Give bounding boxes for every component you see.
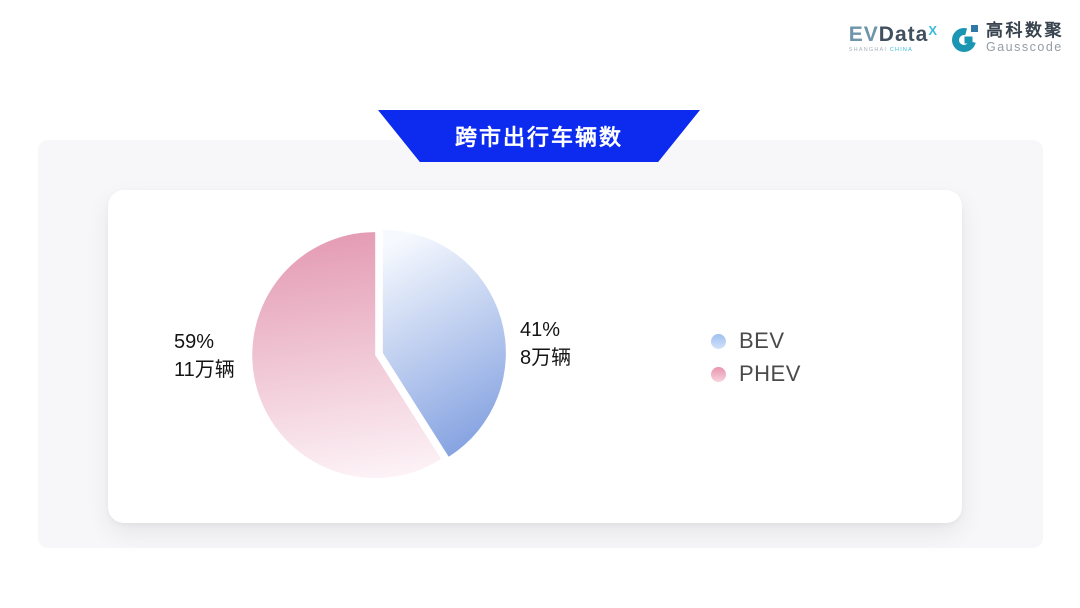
chart-title-banner: 跨市出行车辆数 bbox=[378, 110, 700, 162]
phev-slice-label: 59% 11万辆 bbox=[174, 328, 235, 384]
bev-legend-dot-icon bbox=[711, 333, 726, 349]
legend: BEV PHEV bbox=[711, 328, 801, 387]
phev-legend-label: PHEV bbox=[739, 361, 801, 386]
phev-legend-dot-icon bbox=[711, 366, 726, 382]
gausscode-name-cn: 高科数聚 bbox=[986, 21, 1064, 40]
gausscode-text: 高科数聚 Gausscode bbox=[986, 21, 1064, 55]
logo-bar: EVDataX SHANGHAI CHINA 高科数聚 Gausscode bbox=[849, 22, 1064, 55]
pie-slice-phev[interactable] bbox=[252, 232, 442, 479]
bev-slice-label: 41% 8万辆 bbox=[520, 316, 571, 372]
chart-card: 59% 11万辆 41% 8万辆 BEV PHEV bbox=[108, 190, 962, 523]
evdata-x-superscript: X bbox=[928, 23, 938, 38]
phev-percent: 59% bbox=[174, 331, 215, 353]
evdata-caption-shanghai: SHANGHAI bbox=[848, 47, 888, 53]
phev-value: 11万辆 bbox=[174, 359, 235, 381]
evdata-wordmark: EVDataX bbox=[848, 23, 938, 46]
pie-chart bbox=[252, 229, 506, 479]
legend-item-bev[interactable]: BEV bbox=[711, 328, 801, 354]
bev-percent: 41% bbox=[520, 319, 561, 341]
evdata-caption: SHANGHAI CHINA bbox=[849, 47, 938, 53]
bev-value: 8万辆 bbox=[520, 347, 572, 369]
gausscode-g-icon bbox=[952, 25, 978, 52]
evdata-data-text: Data bbox=[878, 23, 929, 46]
gausscode-name-en: Gausscode bbox=[986, 40, 1063, 54]
pie-slice-bev[interactable] bbox=[382, 229, 506, 457]
evdata-logo: EVDataX SHANGHAI CHINA bbox=[849, 22, 938, 53]
evdata-ev-text: EV bbox=[848, 23, 879, 46]
chart-title: 跨市出行车辆数 bbox=[454, 125, 623, 150]
gausscode-logo: 高科数聚 Gausscode bbox=[952, 22, 1064, 54]
bev-legend-label: BEV bbox=[739, 328, 785, 353]
evdata-caption-china: CHINA bbox=[889, 47, 913, 53]
legend-item-phev[interactable]: PHEV bbox=[711, 361, 801, 387]
